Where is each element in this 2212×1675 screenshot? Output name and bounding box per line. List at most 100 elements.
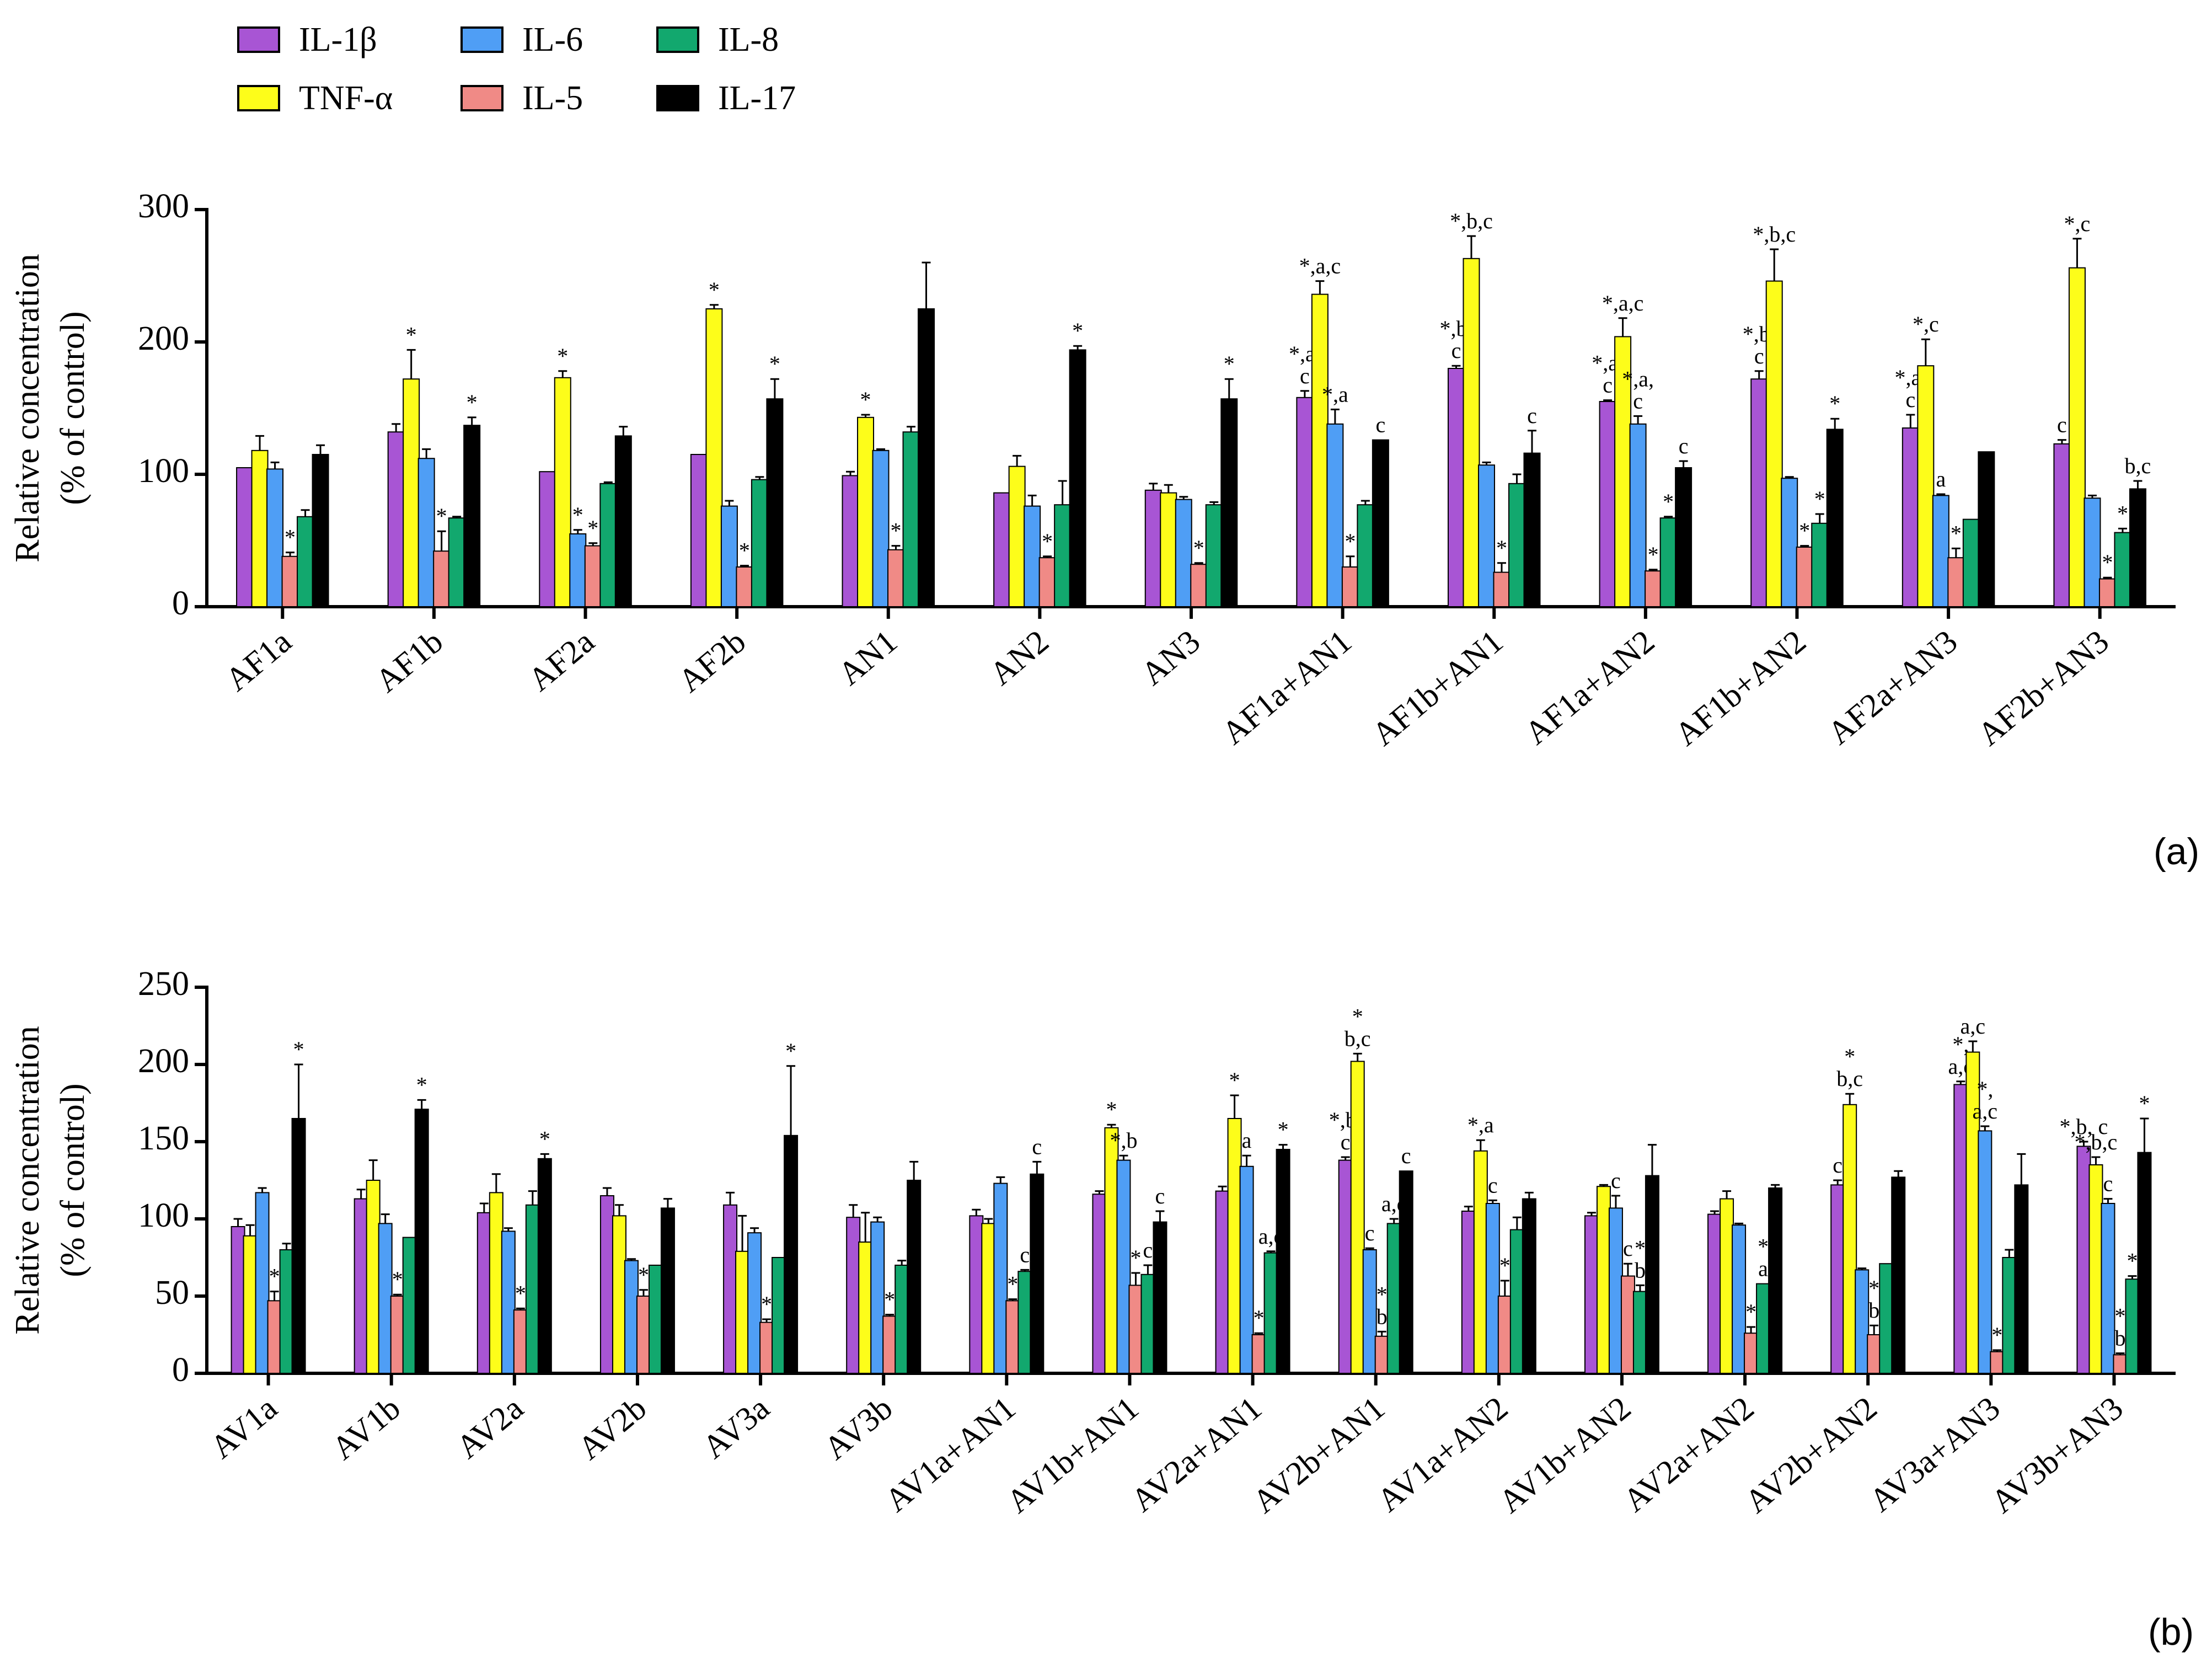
bar-il-8-af1a <box>297 516 314 607</box>
bar-il-6-av1b <box>378 1223 393 1374</box>
significance-label-line: * <box>406 322 417 347</box>
significance-label-line: *,a,c <box>1299 254 1341 279</box>
bar-il-17-af2a-an3 <box>1978 451 1995 607</box>
legend: IL-1β IL-6 IL-8 TNF-α IL-5 IL-17 <box>237 17 899 127</box>
significance-label-il-8-af2b-an3: * <box>2117 501 2128 526</box>
significance-label-tnf-av3a-an3: a,c <box>1961 1014 1986 1039</box>
bar-il-17-an3 <box>1220 398 1238 607</box>
category-label-af1a-an2: AF1a+AN2 <box>1518 623 1661 751</box>
significance-label-line: c <box>1155 1184 1165 1208</box>
category-label-av2b: AV2b <box>571 1389 653 1467</box>
panel-label-b: (b) <box>2148 1611 2194 1653</box>
significance-label-line: * <box>2127 1249 2138 1273</box>
significance-label-line: *,c <box>2064 211 2091 236</box>
significance-label-line: b <box>1635 1257 1646 1282</box>
significance-label-line: *,b,c <box>1450 208 1493 233</box>
significance-label-il-6-av2a-an1: a <box>1242 1128 1252 1153</box>
bar-il-17-av2b-an1 <box>1399 1170 1413 1374</box>
bar-il-5-av1a-an1 <box>1005 1300 1020 1374</box>
bar-il-5-av2b-an2 <box>1867 1334 1882 1374</box>
y-tick-label: 0 <box>172 585 189 622</box>
significance-label-tnf-af1b-an1: *,b,c <box>1450 208 1493 233</box>
significance-label-line: * <box>2102 550 2113 575</box>
bar-il-6-af2a <box>569 533 587 607</box>
bar-il-17-av2b <box>660 1207 675 1374</box>
significance-label-line: c <box>1527 403 1537 428</box>
bar-il-17-av1b-an1 <box>1153 1221 1167 1374</box>
significance-label-line: *,b,c <box>1753 222 1796 247</box>
significance-label-tnf-av2b-an1: * b,c <box>1345 1004 1371 1051</box>
significance-label-line: a <box>1758 1256 1768 1281</box>
significance-label-line: * <box>2114 1304 2125 1329</box>
significance-label-line: * <box>1814 486 1825 511</box>
bar-il-8-av2a-an2 <box>1756 1283 1771 1374</box>
significance-label-il-5-af1a: * <box>285 525 296 550</box>
significance-label-line: c <box>1488 1173 1498 1197</box>
legend-label-il1b: IL-1β <box>299 20 377 58</box>
bar-tnf-av3a <box>735 1250 750 1374</box>
significance-label-line: * <box>1130 1245 1141 1270</box>
significance-label-il-5-af1a-an1: * <box>1345 529 1356 554</box>
bar-il-8-af1b-an2 <box>1811 522 1829 607</box>
significance-label-il-8-af1b-an2: * <box>1814 486 1825 511</box>
significance-label-il-17-av1a-an1: c <box>1032 1134 1042 1159</box>
bar-il-1-af2a <box>539 471 556 608</box>
bar-il-17-av3a <box>784 1134 799 1374</box>
bar-tnf-av1a-an1 <box>981 1223 996 1374</box>
significance-label-line: c <box>1633 388 1643 413</box>
bar-il-17-av2b-an2 <box>1891 1176 1906 1374</box>
bar-il-8-av2a-an1 <box>1263 1252 1278 1374</box>
significance-label-line: * <box>1345 529 1356 554</box>
category-label-av1a-an2: AV1a+AN2 <box>1370 1389 1515 1518</box>
significance-label-tnf-an1: * <box>860 387 871 412</box>
significance-label-il-8-av2a-an2: * a <box>1758 1234 1769 1281</box>
significance-label-line: c <box>1401 1143 1411 1168</box>
bar-tnf-av2b-an2 <box>1843 1104 1857 1374</box>
bar-tnf-av2b-an1 <box>1350 1061 1365 1374</box>
significance-label-il-5-av1b-an1: * <box>1130 1245 1141 1270</box>
bar-il-5-av3a-an3 <box>1990 1351 2005 1374</box>
category-label-av2a-an1: AV2a+AN1 <box>1124 1389 1268 1518</box>
bar-il-1-af1b-an2 <box>1750 378 1768 607</box>
bar-il-6-af2b <box>720 505 738 607</box>
bar-il-6-av1b-an2 <box>1608 1207 1623 1374</box>
significance-label-il-5-af2a-an3: * <box>1951 521 1962 545</box>
bar-il-6-av2b-an1 <box>1362 1249 1377 1374</box>
significance-label-line: *,a <box>1322 382 1348 406</box>
significance-label-line: * <box>1042 529 1053 554</box>
significance-label-line: c <box>1833 1153 1843 1178</box>
bar-il-17-af1a-an2 <box>1675 467 1693 607</box>
bar-il-6-af2a-an3 <box>1932 495 1949 608</box>
significance-label-il-5-af1a-an2: * <box>1648 542 1659 567</box>
significance-label-il-17-af1b-an1: c <box>1527 403 1537 428</box>
significance-label-line: * <box>891 518 902 543</box>
bar-il-17-an1 <box>918 308 935 607</box>
bar-il-6-av2a-an1 <box>1239 1165 1254 1374</box>
bar-il-8-av3b-an3 <box>2125 1278 2140 1374</box>
significance-label-il-5-av3b: * <box>884 1287 895 1312</box>
bar-il-1-av1b <box>354 1198 368 1374</box>
category-label-af2a-an3: AF2a+AN3 <box>1821 623 1964 751</box>
significance-label-line: * <box>392 1267 403 1292</box>
category-label-an1: AN1 <box>831 623 904 692</box>
significance-label-line: * <box>1663 489 1674 514</box>
bar-tnf-av2a-an2 <box>1720 1198 1734 1374</box>
significance-label-line: b <box>1377 1304 1388 1329</box>
bar-tnf-av3b-an3 <box>2088 1164 2103 1374</box>
significance-label-line: * <box>285 525 296 550</box>
y-tick-label: 100 <box>138 1197 189 1234</box>
significance-label-line: * <box>1224 351 1235 376</box>
significance-label-il-5-av2b-an1: * b <box>1377 1282 1388 1329</box>
bar-il-8-af2b-an3 <box>2114 532 2131 607</box>
bar-il-5-an2 <box>1038 557 1056 608</box>
y-tick-label: 200 <box>138 320 189 357</box>
bar-il-6-af1b-an1 <box>1477 464 1495 607</box>
chart-panel-b: Relative concentration (% of control) 0 50 1… <box>9 965 2176 1520</box>
significance-label-line: *,a <box>1467 1112 1494 1137</box>
y-tick-label: 100 <box>138 452 189 490</box>
significance-label-il-5-af2b-an3: * <box>2102 550 2113 575</box>
significance-label-line: * <box>293 1037 304 1062</box>
significance-label-il-8-av1a-an1: c <box>1020 1242 1030 1267</box>
significance-label-il-17-av3a: * <box>785 1039 796 1063</box>
bar-tnf-av1b-an1 <box>1104 1127 1119 1374</box>
